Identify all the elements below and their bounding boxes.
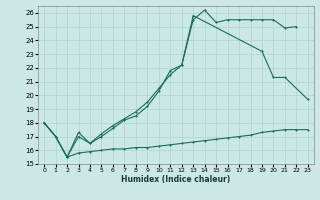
X-axis label: Humidex (Indice chaleur): Humidex (Indice chaleur): [121, 175, 231, 184]
